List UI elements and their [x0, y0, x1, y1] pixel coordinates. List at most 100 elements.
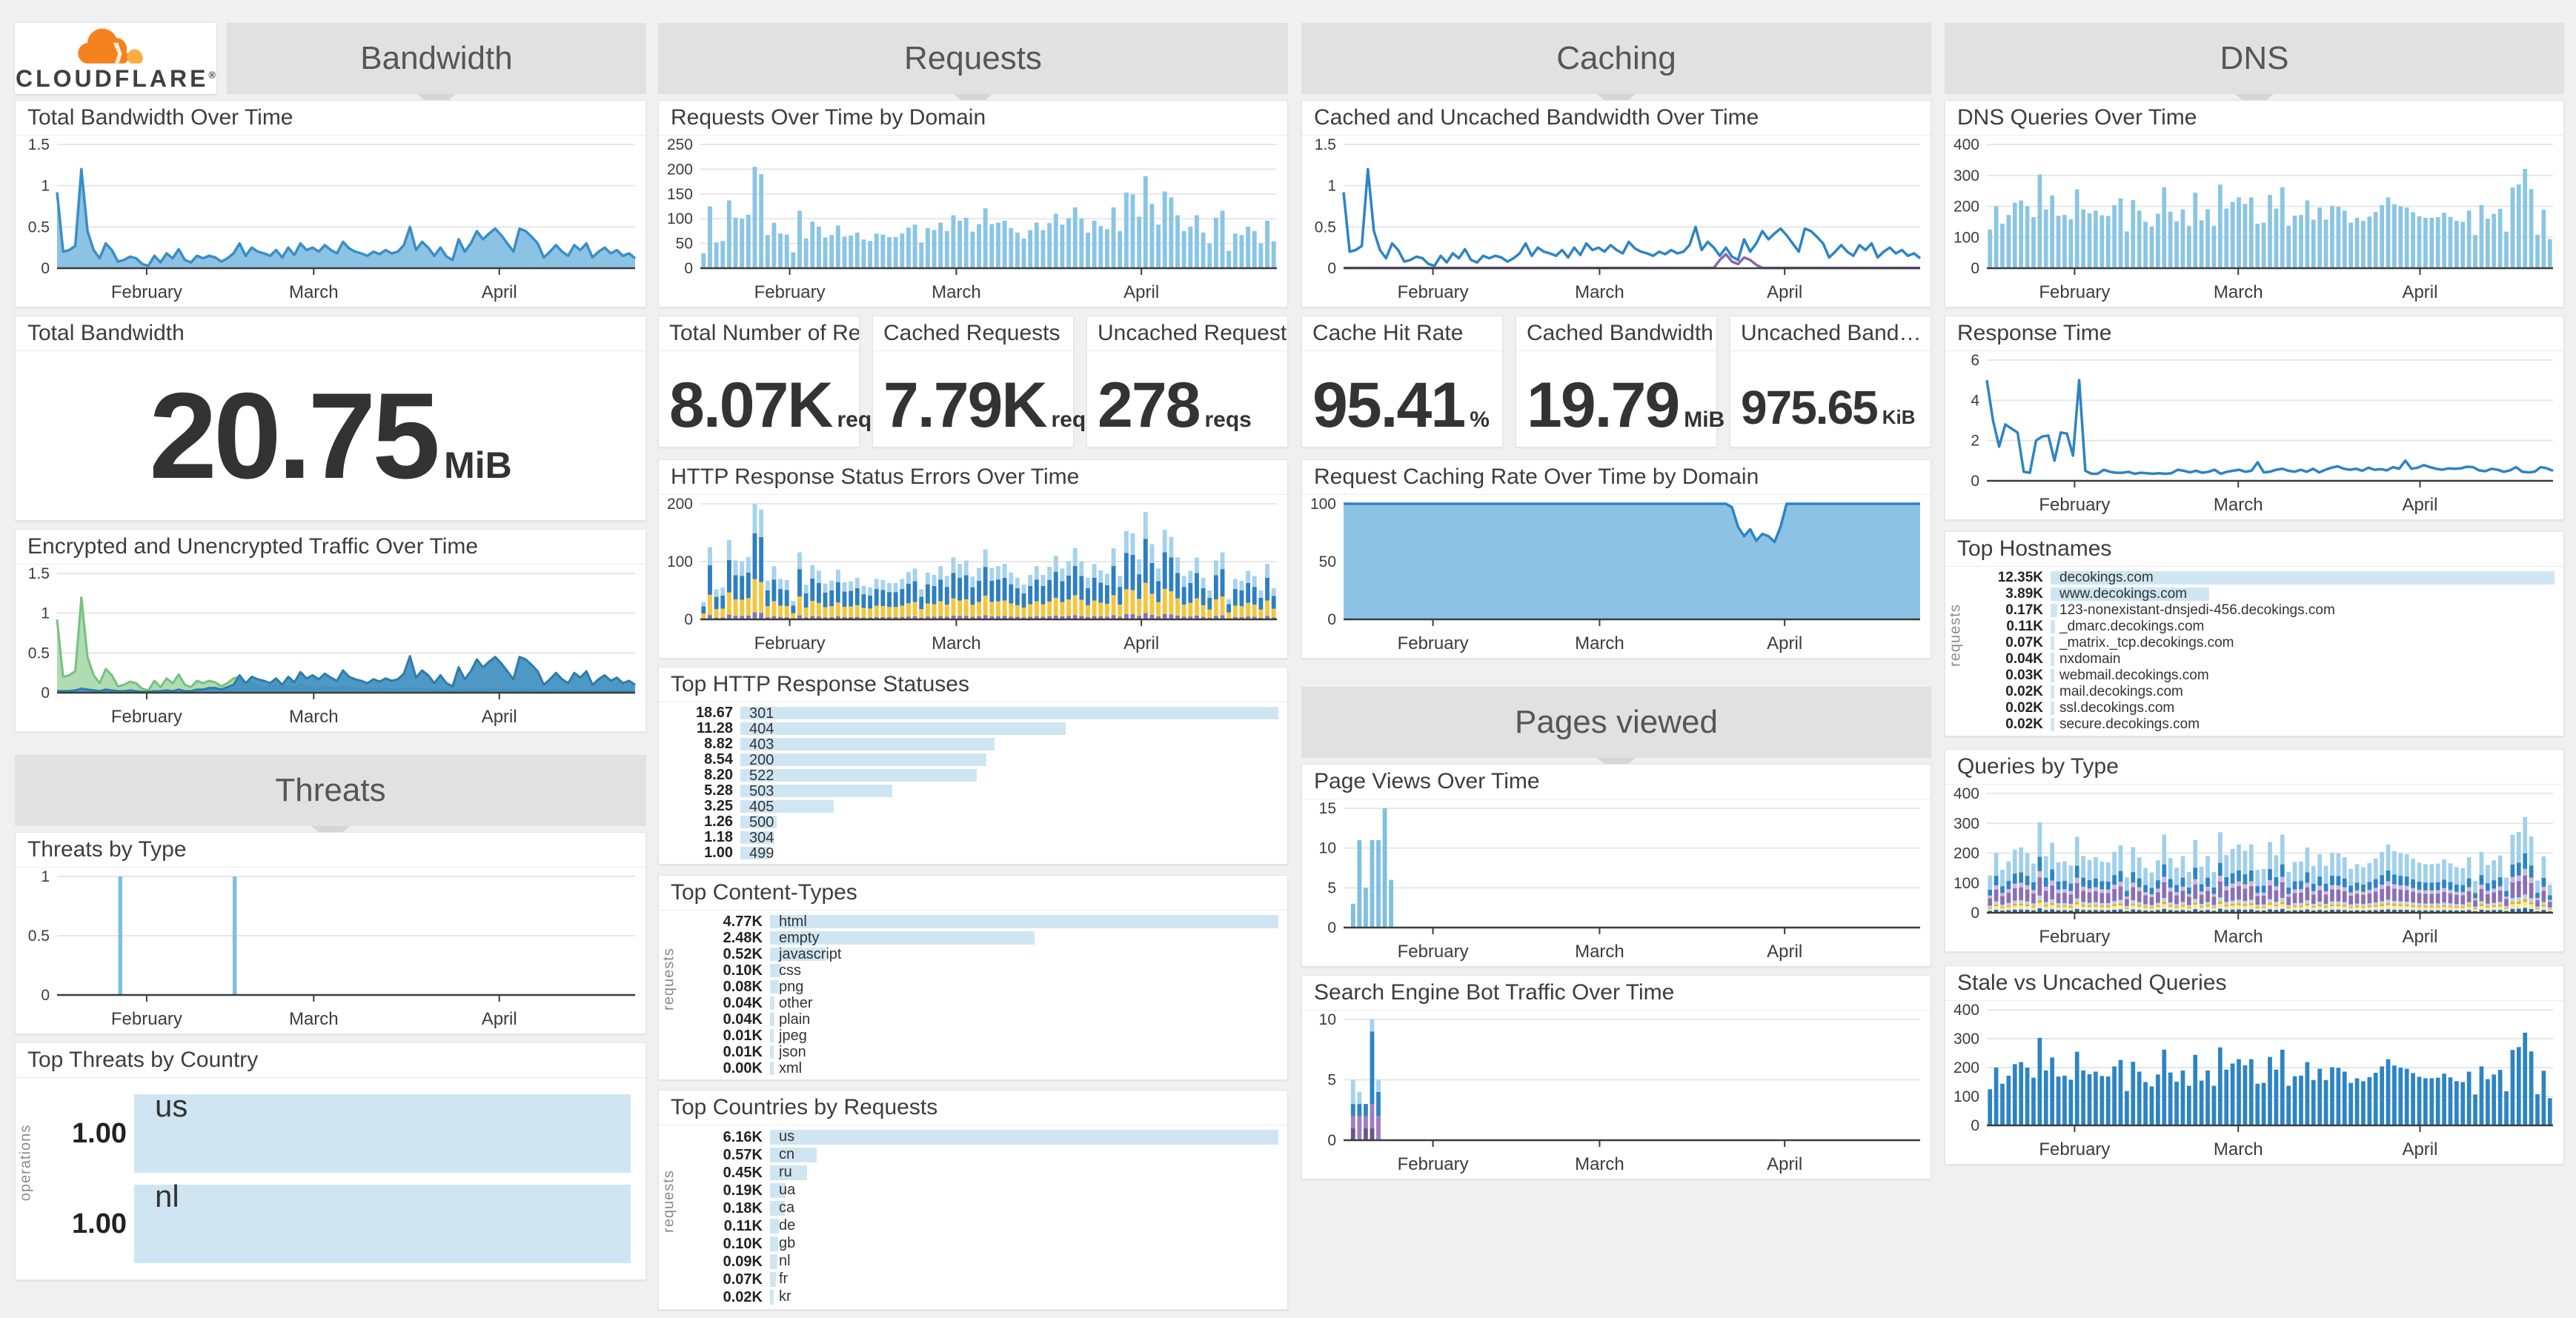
list-item[interactable]: 5.28 503 [662, 782, 1278, 799]
total-bandwidth-over-time-chart[interactable]: 0 0.5 1 1.5 February March April [16, 136, 645, 307]
list-item[interactable]: 1.00 us [23, 1088, 631, 1179]
list-item[interactable]: 0.01K json [723, 1043, 806, 1060]
list-item[interactable]: 12.35K decokings.com [1966, 570, 2555, 586]
section-header-threats: Threats [15, 755, 646, 842]
page-views-chart[interactable]: 0 5 10 15 February March April [1302, 799, 1931, 966]
svg-text:200: 200 [667, 496, 693, 513]
svg-text:March: March [1575, 1154, 1624, 1174]
panel-stale-uncached-queries: Stale vs Uncached Queries 0 100 200 300 400 F… [1945, 965, 2564, 1165]
stale-vs-uncached-queries-chart[interactable]: 0 100 200 300 400 February March April [1945, 1001, 2563, 1164]
list-item[interactable]: 0.04K plain [723, 1011, 811, 1028]
top-content-types-list: 4.77K html 2.48K empty 0.52K javascript 0.10K c… [659, 911, 1287, 1079]
panel-title: Top Threats by Country [16, 1043, 645, 1078]
list-item[interactable]: 0.10K css [723, 962, 801, 979]
list-item[interactable]: 2.48K empty [681, 930, 1278, 946]
top-threats-by-country-list: 1.00 us 1.00 nl [16, 1078, 645, 1279]
threats-by-type-chart[interactable]: 0 0.5 1 February March April [16, 868, 645, 1034]
y-axis-label: requests [1947, 603, 1964, 667]
list-item[interactable]: 0.02K secure.decokings.com [2005, 716, 2200, 732]
top-countries-list: 6.16K us 0.57K cn 0.45K ru 0.19K ua 0.18K ca 0.11K… [659, 1125, 1287, 1309]
svg-text:0: 0 [41, 685, 50, 702]
requests-over-time-chart[interactable]: 0 50 100 150 200 250 February March April [659, 136, 1287, 307]
http-errors-chart[interactable]: 0 100 200 February March April [659, 495, 1287, 658]
svg-text:April: April [1123, 633, 1159, 653]
queries-by-type-chart[interactable]: 0 100 200 300 400 February March April [1945, 785, 2563, 951]
list-item[interactable]: 0.45K ru [681, 1164, 1278, 1182]
list-item[interactable]: 0.57K cn [681, 1146, 1278, 1164]
svg-text:100: 100 [1953, 229, 1979, 246]
list-item[interactable]: 8.20 522 [662, 767, 1278, 783]
svg-text:400: 400 [1953, 1002, 1979, 1019]
list-item[interactable]: 0.07K _matrix._tcp.decokings.com [2005, 635, 2234, 650]
stat-unit: KiB [1882, 406, 1916, 428]
list-item-bar [740, 738, 995, 750]
list-item[interactable]: 0.07K fr [723, 1271, 789, 1288]
section-header-requests: Requests [658, 23, 1288, 110]
svg-text:February: February [1398, 1154, 1469, 1174]
list-item-bar [740, 785, 893, 797]
panel-top-http-statuses: Top HTTP Response Statuses 18.67 301 11.28… [658, 667, 1288, 865]
list-item-bar [740, 753, 987, 766]
list-item[interactable]: 18.67 301 [662, 705, 1278, 721]
y-axis-label: requests [660, 947, 677, 1011]
list-item[interactable]: 4.77K html [681, 913, 1278, 930]
list-item-bar [740, 769, 977, 782]
list-item[interactable]: 0.18K ca [723, 1199, 795, 1217]
list-item[interactable]: 1.26 500 [662, 813, 1278, 830]
svg-text:400: 400 [1953, 136, 1979, 153]
list-item[interactable]: 3.89K www.decokings.com [1966, 586, 2555, 602]
list-item[interactable]: 3.25 405 [662, 798, 1278, 814]
svg-text:April: April [482, 707, 517, 727]
panel-title: Total Bandwidth Over Time [16, 101, 645, 136]
list-item[interactable]: 1.18 304 [704, 829, 774, 846]
section-header-pages-viewed: Pages viewed [1301, 687, 1931, 774]
panel-dns-queries: DNS Queries Over Time 0 100 200 300 400 Febru… [1945, 100, 2564, 307]
list-item[interactable]: 0.19K ua [723, 1182, 796, 1199]
svg-text:March: March [289, 707, 339, 727]
list-item[interactable]: 11.28 404 [662, 720, 1278, 736]
list-item[interactable]: 1.00 nl [23, 1179, 631, 1269]
svg-text:0.5: 0.5 [28, 928, 50, 945]
panel-title: Top Countries by Requests [659, 1091, 1287, 1125]
list-item[interactable]: 6.16K us [681, 1128, 1278, 1146]
list-item[interactable]: 0.11K de [723, 1217, 796, 1234]
list-item[interactable]: 0.04K nxdomain [2005, 651, 2121, 667]
svg-text:100: 100 [1953, 875, 1979, 892]
search-engine-bot-traffic-chart[interactable]: 0 5 10 February March April [1302, 1011, 1931, 1179]
svg-text:1.5: 1.5 [28, 136, 50, 153]
panel-title: Encrypted and Unencrypted Traffic Over T… [16, 530, 645, 565]
list-item-bar [770, 964, 781, 977]
panel-title: Total Bandwidth [16, 316, 645, 351]
list-item[interactable]: 0.08K png [723, 978, 804, 995]
list-item[interactable]: 0.10K gb [723, 1235, 796, 1252]
request-caching-rate-chart[interactable]: 0 50 100 February March April [1302, 495, 1931, 658]
list-item[interactable]: 8.54 200 [662, 751, 1278, 768]
encrypted-traffic-chart[interactable]: 0 0.5 1 1.5 February March April [16, 565, 645, 731]
list-item[interactable]: 0.04K other [723, 994, 813, 1011]
list-item[interactable]: 0.01K jpeg [723, 1027, 807, 1044]
list-item[interactable]: 0.00K xml [723, 1059, 803, 1076]
list-item[interactable]: 0.11K _dmarc.decokings.com [2006, 619, 2205, 634]
panel-top-content-types: Top Content-Types 4.77K html 2.48K empty 0.5… [658, 875, 1288, 1080]
list-item[interactable]: 0.52K javascript [723, 945, 842, 962]
svg-text:150: 150 [667, 186, 693, 203]
response-time-chart[interactable]: 0 2 4 6 February March April [1945, 351, 2563, 519]
svg-text:0: 0 [1971, 1117, 1979, 1134]
list-item[interactable]: 0.02K ssl.decokings.com [2005, 700, 2175, 716]
list-item[interactable]: 0.02K kr [723, 1288, 791, 1305]
svg-text:100: 100 [667, 553, 693, 570]
list-item[interactable]: 8.82 403 [662, 736, 1278, 752]
list-item[interactable]: 0.09K nl [723, 1253, 791, 1270]
dns-column: DNS DNS Queries Over Time 0 100 200 300 400 F… [1945, 23, 2564, 1173]
svg-text:April: April [1767, 633, 1802, 653]
list-item[interactable]: 1.00 499 [704, 845, 774, 862]
panel-top-countries: Top Countries by Requests 6.16K us 0.57K cn… [658, 1090, 1288, 1310]
card-title: Cached Bandwidth [1516, 316, 1716, 351]
svg-text:February: February [2039, 282, 2110, 302]
dns-queries-chart[interactable]: 0 100 200 300 400 February March April [1945, 136, 2563, 307]
top-http-statuses-list: 18.67 301 11.28 404 8.82 403 8.54 200 8.20 522 5.2… [659, 702, 1287, 864]
list-item[interactable]: 0.03K webmail.decokings.com [2005, 668, 2209, 683]
list-item[interactable]: 0.02K mail.decokings.com [2005, 684, 2183, 699]
list-item[interactable]: 0.17K 123-nonexistant-dnsjedi-456.decokin… [2005, 602, 2335, 618]
cached-uncached-bandwidth-chart[interactable]: 0 0.5 1 1.5 February March April [1302, 136, 1931, 307]
